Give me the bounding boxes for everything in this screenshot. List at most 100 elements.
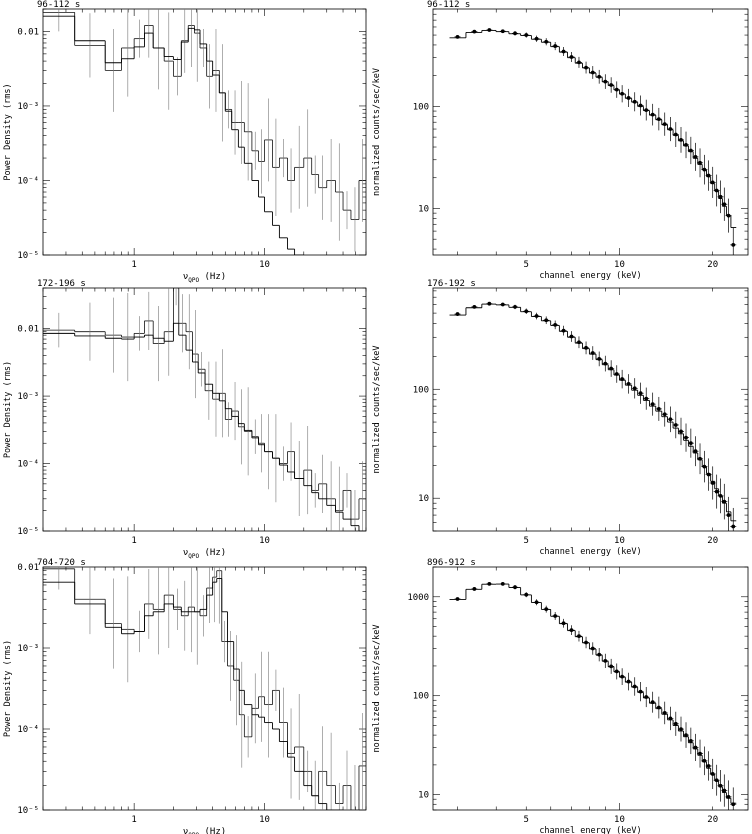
data-point: [714, 778, 719, 783]
data-point: [590, 351, 595, 355]
data-point: [656, 117, 661, 122]
chart-panel-1: 96-112 s 1 10 0.01 10⁻³ 10⁻⁴ 10⁻⁵ Power Density…: [3, 0, 367, 284]
plot-frame: [432, 8, 749, 256]
y-axis-label: Power Density (rms): [3, 640, 13, 737]
chart-panel-5: 704-720 s 1 10 0.01 10⁻³ 10⁻⁴ 10⁻⁵ Power Densit…: [3, 558, 367, 834]
plot-frame: [432, 566, 749, 811]
data-point: [726, 794, 731, 799]
data-point: [455, 312, 460, 316]
data-point: [656, 407, 661, 411]
chart-title: 172-196 s: [37, 279, 86, 289]
data-point: [632, 386, 637, 391]
x-tick-label: 10: [614, 815, 625, 825]
data-point: [584, 345, 588, 350]
data-point: [597, 74, 602, 79]
data-point: [679, 137, 683, 142]
plot-area: [43, 9, 366, 255]
x-tick-label: 10: [614, 260, 625, 270]
data-point: [673, 423, 678, 427]
data-point: [590, 646, 595, 651]
x-tick-label: 10: [259, 536, 270, 546]
chart-panel-4: 176-192 s 5 10 20 10 100 normalized counts/sec…: [372, 279, 749, 557]
data-point: [472, 587, 477, 591]
data-point: [693, 155, 698, 159]
data-point: [524, 33, 529, 37]
data-point: [577, 634, 581, 639]
data-point: [472, 29, 477, 34]
data-point: [544, 39, 549, 44]
data-point: [544, 318, 549, 323]
chart-title: 96-112 s: [37, 0, 80, 10]
data-point: [656, 705, 661, 710]
data-point: [487, 301, 492, 306]
y-tick-label: 10⁻⁴: [17, 176, 39, 186]
data-point: [714, 489, 719, 494]
y-tick-label: 100: [413, 692, 429, 702]
data-point: [726, 513, 731, 517]
data-point: [718, 783, 723, 788]
data-point: [673, 132, 678, 137]
data-point: [668, 417, 673, 422]
x-tick-label: 10: [259, 260, 270, 270]
plot-frame: [432, 287, 749, 532]
x-axis-label-subscript: QPO: [188, 277, 199, 284]
x-axis-label: channel energy (keV): [539, 271, 641, 281]
plot-frame: [42, 566, 367, 811]
data-point: [609, 664, 614, 669]
x-tick-label: 20: [707, 260, 718, 270]
data-point: [668, 716, 673, 721]
x-axis-label-symbol: ν: [183, 272, 188, 282]
data-point: [638, 103, 643, 108]
data-point: [702, 464, 707, 469]
data-point: [609, 366, 614, 371]
data-point: [710, 180, 715, 185]
data-point: [714, 188, 719, 193]
data-point: [553, 614, 558, 618]
data-point: [487, 581, 492, 586]
data-point: [626, 679, 631, 684]
x-tick-label: 1: [131, 815, 136, 825]
y-tick-label: 10⁻⁵: [17, 806, 39, 816]
y-tick-label: 10⁻⁵: [17, 251, 39, 261]
data-point: [698, 456, 702, 461]
data-point: [500, 581, 505, 586]
data-point: [679, 727, 683, 731]
y-tick-label: 10: [418, 204, 429, 214]
y-tick-label: 10⁻³: [17, 392, 39, 402]
data-point: [577, 340, 581, 345]
data-point: [487, 28, 492, 32]
data-point: [710, 481, 715, 485]
y-tick-label: 1000: [407, 593, 429, 603]
data-point: [722, 499, 727, 504]
y-tick-label: 100: [413, 385, 429, 395]
x-axis-label-subscript: QPO: [188, 832, 199, 834]
plot-frame: [42, 287, 367, 532]
data-point: [603, 361, 608, 366]
data-point: [698, 751, 702, 756]
plot-area: [43, 567, 366, 810]
data-point: [688, 738, 693, 743]
x-tick-label: 20: [707, 815, 718, 825]
data-point: [620, 91, 625, 96]
data-point: [561, 49, 566, 54]
data-point: [620, 674, 625, 679]
y-tick-label: 0.01: [17, 325, 39, 335]
data-point: [706, 764, 711, 768]
x-axis-label: channel energy (keV): [539, 826, 641, 834]
x-tick-label: 5: [524, 260, 529, 270]
y-tick-label: 10: [418, 494, 429, 504]
y-tick-label: 10⁻⁴: [17, 725, 39, 735]
data-point: [706, 173, 711, 178]
data-point: [569, 628, 574, 633]
data-point: [597, 356, 602, 361]
x-axis-label-unit: (Hz): [199, 827, 226, 834]
data-point: [632, 684, 637, 689]
data-point: [644, 695, 649, 699]
x-axis-label: channel energy (keV): [539, 547, 641, 557]
data-point: [609, 83, 614, 87]
x-axis-label: νQPO (Hz): [183, 548, 226, 560]
data-point: [638, 391, 643, 396]
data-point: [644, 108, 649, 112]
y-tick-label: 10⁻³: [17, 644, 39, 654]
data-point: [722, 202, 727, 207]
